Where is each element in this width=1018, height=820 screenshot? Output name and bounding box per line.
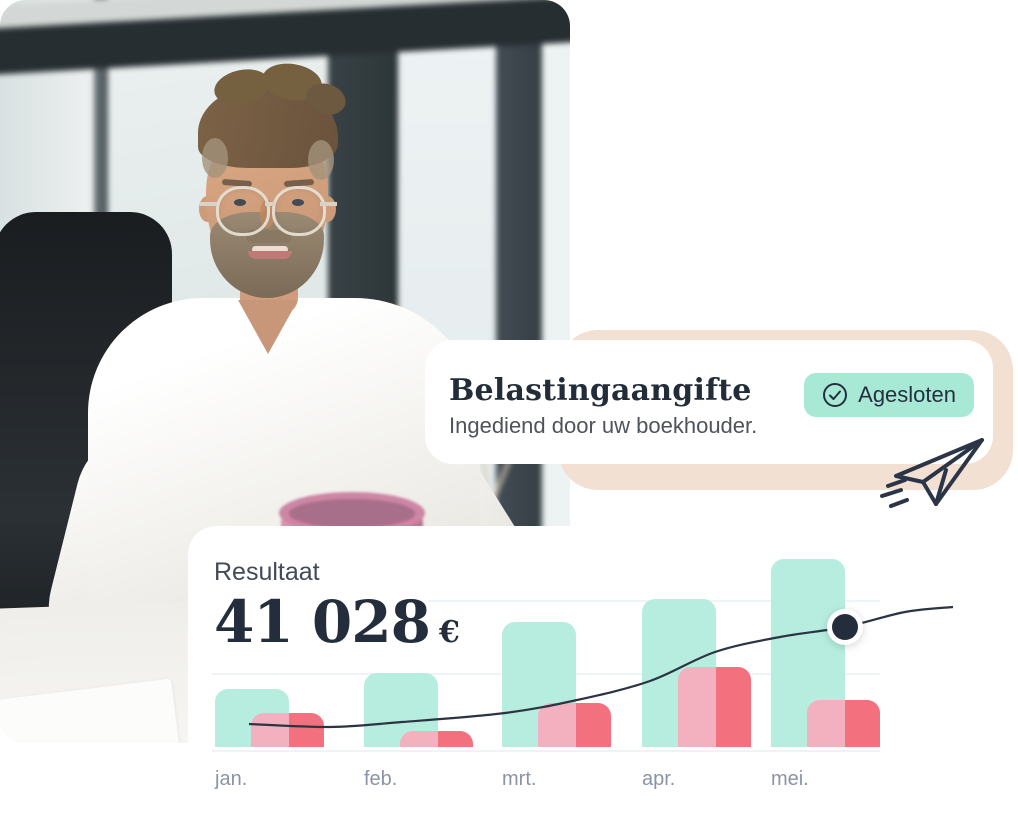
gridline	[212, 750, 880, 752]
month-label: feb.	[364, 768, 398, 790]
pink-bar-solid	[438, 731, 473, 747]
glasses-temple	[320, 202, 337, 206]
status-badge-label: Agesloten	[858, 382, 956, 407]
man-mustache	[246, 230, 292, 243]
paper-plane-icon	[880, 438, 984, 508]
man-smile	[252, 246, 288, 253]
status-badge[interactable]: Agesloten	[804, 373, 974, 417]
pink-bar	[678, 667, 751, 747]
pink-bar-solid	[576, 703, 611, 747]
pink-bar	[807, 700, 880, 747]
pink-bar-overlap	[807, 700, 845, 747]
result-label: Resultaat	[214, 558, 320, 586]
pink-bar-solid	[289, 713, 324, 747]
glasses-bridge	[265, 202, 275, 206]
status-card-title: Belastingaangifte	[449, 373, 752, 408]
status-card: Belastingaangifte Ingediend door uw boek…	[425, 340, 993, 464]
pink-bar	[251, 713, 324, 747]
pink-bar	[400, 731, 473, 747]
pink-bar-overlap	[251, 713, 289, 747]
glasses-lens	[272, 186, 326, 236]
pink-bar-overlap	[538, 703, 576, 747]
result-card: Resultaat 41 028 € jan. feb. mrt. apr. mei.	[188, 526, 954, 813]
month-label: jan.	[215, 768, 248, 790]
glasses-lens	[216, 186, 270, 236]
man-gray-temple	[308, 140, 334, 180]
month-label: apr.	[642, 768, 676, 790]
pink-bar-overlap	[678, 667, 716, 747]
status-card-subtitle: Ingediend door uw boekhouder.	[449, 413, 758, 438]
man-gray-temple	[202, 138, 228, 178]
man-eye	[292, 199, 304, 206]
man-lips	[248, 251, 292, 259]
pink-bar-solid	[716, 667, 751, 747]
glasses-temple	[200, 202, 217, 206]
pink-bar-solid	[845, 700, 880, 747]
result-chart: jan. feb. mrt. apr. mei.	[188, 526, 954, 813]
mug-inner	[289, 499, 415, 528]
month-label: mrt.	[502, 768, 537, 790]
pink-bar	[538, 703, 611, 747]
month-label: mei.	[771, 768, 809, 790]
check-circle-icon	[823, 383, 848, 407]
pink-bar-overlap	[400, 731, 438, 747]
